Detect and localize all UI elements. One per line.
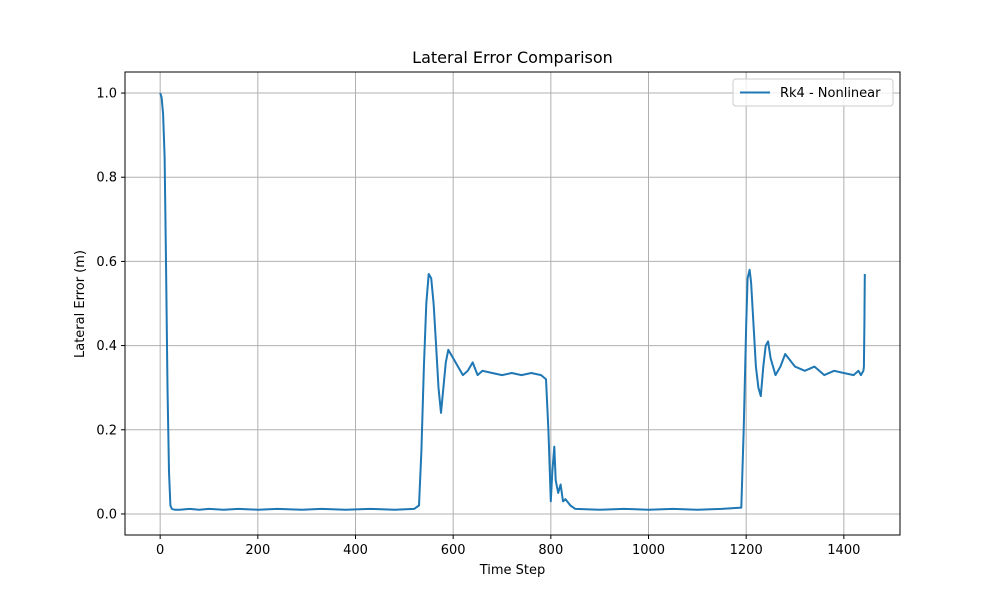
chart-title: Lateral Error Comparison [412,48,613,67]
y-tick-label: 0.8 [96,171,117,186]
x-axis-title: Time Step [479,563,546,578]
y-tick-label: 0.4 [96,339,117,354]
series-line-rk4-nonlinear [159,92,866,511]
legend-label-rk4-nonlinear: Rk4 - Nonlinear [780,86,881,101]
x-tick-label: 1400 [827,543,860,558]
legend: Rk4 - Nonlinear [732,78,894,107]
plot-area-frame [124,71,901,536]
x-tick-label: 800 [538,543,563,558]
y-tick-label: 0.0 [96,507,117,522]
x-tick-label: 400 [343,543,368,558]
series-layer [159,92,866,511]
y-tick-label: 1.0 [96,87,117,102]
x-tick-label: 600 [441,543,466,558]
x-tick-label: 0 [156,543,164,558]
ticks: 0 200 400 600 800 1000 1200 1400 0.0 0.2 0.4 0.6 0.8… [96,87,860,558]
y-axis-title: Lateral Error (m) [73,250,88,358]
legend-box [732,78,894,107]
grid [125,72,900,535]
x-tick-label: 200 [245,543,270,558]
x-tick-label: 1000 [632,543,665,558]
y-tick-label: 0.2 [96,423,117,438]
x-tick-label: 1200 [730,543,763,558]
y-tick-label: 0.6 [96,255,117,270]
